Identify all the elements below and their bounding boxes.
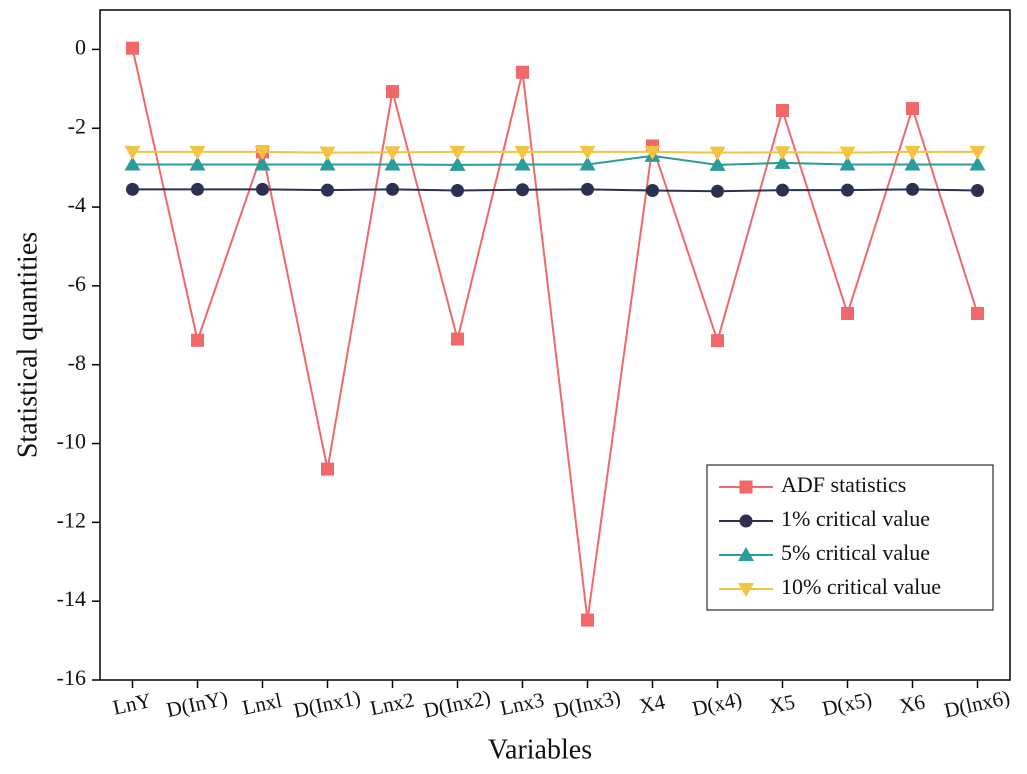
y-tick-label: -8 bbox=[68, 350, 86, 375]
legend-label: 10% critical value bbox=[781, 574, 941, 599]
marker bbox=[189, 156, 206, 171]
x-tick-label: LnY bbox=[111, 688, 154, 719]
marker bbox=[124, 156, 141, 171]
plot-frame bbox=[99, 9, 1011, 681]
marker bbox=[709, 146, 726, 161]
marker bbox=[126, 182, 139, 196]
marker bbox=[971, 306, 984, 320]
x-tick-label: D(x4) bbox=[690, 687, 744, 721]
marker bbox=[516, 183, 529, 197]
marker bbox=[841, 306, 854, 320]
marker bbox=[906, 182, 919, 196]
x-tick-label: X5 bbox=[767, 689, 797, 718]
marker bbox=[711, 334, 724, 348]
marker bbox=[386, 182, 399, 196]
series-line bbox=[132, 154, 978, 166]
y-tick-label: -14 bbox=[57, 586, 86, 611]
marker bbox=[581, 182, 594, 196]
marker bbox=[774, 146, 791, 161]
marker bbox=[514, 145, 531, 160]
y-tick-label: -2 bbox=[68, 113, 86, 138]
x-axis-label: Variables bbox=[488, 734, 592, 765]
x-tick-label: Lnx3 bbox=[498, 688, 546, 721]
marker bbox=[904, 156, 921, 171]
marker bbox=[904, 145, 921, 160]
legend-label: ADF statistics bbox=[781, 472, 906, 497]
marker bbox=[191, 182, 204, 196]
marker bbox=[256, 182, 269, 196]
x-tick-label: D(x5) bbox=[820, 687, 874, 721]
x-tick-label: X4 bbox=[637, 689, 668, 718]
marker bbox=[839, 156, 856, 171]
series-line bbox=[131, 48, 979, 621]
legend-marker bbox=[738, 583, 754, 597]
marker bbox=[579, 145, 596, 160]
marker bbox=[451, 184, 464, 198]
marker bbox=[516, 65, 529, 79]
marker bbox=[384, 156, 401, 171]
marker bbox=[906, 102, 919, 116]
y-tick-label: -4 bbox=[68, 192, 86, 217]
y-axis-label: Statistical quantities bbox=[12, 232, 43, 458]
marker bbox=[839, 146, 856, 161]
marker bbox=[321, 183, 334, 197]
marker bbox=[776, 104, 789, 117]
marker bbox=[191, 333, 204, 347]
marker bbox=[969, 156, 986, 171]
x-tick-label: D(Inx2) bbox=[421, 685, 492, 723]
marker bbox=[384, 146, 401, 161]
marker bbox=[841, 183, 854, 197]
series-line bbox=[132, 188, 978, 193]
marker bbox=[189, 145, 206, 160]
legend-box bbox=[706, 464, 994, 611]
marker bbox=[126, 41, 139, 55]
legend-label: 5% critical value bbox=[781, 540, 930, 565]
marker bbox=[711, 184, 724, 198]
marker bbox=[579, 156, 596, 171]
marker bbox=[514, 156, 531, 171]
marker bbox=[386, 85, 399, 99]
marker bbox=[449, 156, 466, 171]
x-tick-label: D(lnx6) bbox=[942, 685, 1012, 722]
x-tick-label: X6 bbox=[897, 689, 927, 718]
x-tick-label: Lnx2 bbox=[368, 688, 416, 721]
x-tick-label: Lnxl bbox=[240, 688, 284, 720]
legend-marker bbox=[738, 547, 754, 561]
marker bbox=[321, 462, 334, 476]
marker bbox=[774, 154, 791, 169]
x-tick-label: D(Inx1) bbox=[291, 685, 362, 723]
marker bbox=[776, 183, 789, 197]
x-tick-label: D(InY) bbox=[164, 686, 229, 722]
legend-label: 1% critical value bbox=[781, 506, 930, 531]
y-tick-label: -12 bbox=[57, 507, 86, 532]
marker bbox=[971, 184, 984, 198]
x-tick-label: D(Inx3) bbox=[551, 685, 622, 723]
y-tick-label: -16 bbox=[57, 665, 86, 690]
marker bbox=[969, 145, 986, 160]
marker bbox=[644, 145, 661, 160]
marker bbox=[319, 146, 336, 161]
y-tick-label: -10 bbox=[57, 429, 86, 454]
y-tick-label: 0 bbox=[75, 34, 86, 59]
marker bbox=[254, 156, 271, 171]
legend-marker bbox=[739, 514, 753, 528]
marker bbox=[451, 332, 464, 346]
marker bbox=[581, 613, 594, 627]
y-tick-label: -6 bbox=[68, 271, 86, 296]
series-line bbox=[132, 150, 978, 154]
marker bbox=[254, 145, 271, 160]
legend-marker bbox=[739, 480, 753, 494]
marker bbox=[709, 156, 726, 171]
marker bbox=[124, 145, 141, 160]
marker bbox=[319, 156, 336, 171]
marker bbox=[449, 145, 466, 160]
marker bbox=[646, 184, 659, 198]
